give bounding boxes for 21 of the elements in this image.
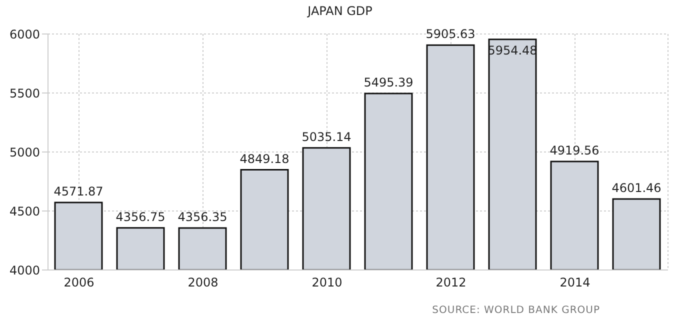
x-tick-label: 2008 (188, 276, 218, 290)
y-tick-label: 6000 (9, 27, 40, 42)
chart-title: JAPAN GDP (306, 4, 374, 18)
data-label: 5905.63 (426, 27, 476, 42)
y-tick-label: 4500 (9, 204, 40, 218)
data-label: 4601.46 (612, 181, 662, 196)
source-note: SOURCE: WORLD BANK GROUP (432, 305, 600, 316)
x-tick-label: 2012 (436, 276, 466, 290)
y-tick-label: 4000 (9, 263, 40, 278)
data-label: 5495.39 (364, 76, 414, 90)
data-label: 5035.14 (302, 130, 352, 144)
y-tick-label: 5000 (9, 145, 40, 160)
data-label: 4356.75 (116, 210, 166, 224)
x-tick-label: 2014 (560, 276, 590, 290)
x-tick-label: 2010 (312, 276, 342, 290)
data-label: 4356.35 (178, 210, 228, 224)
data-label: 4571.87 (54, 184, 104, 199)
data-label: 4919.56 (550, 143, 600, 158)
x-tick-label: 2006 (64, 276, 94, 290)
y-tick-label: 5500 (9, 86, 40, 100)
data-label: 4849.18 (240, 152, 290, 166)
